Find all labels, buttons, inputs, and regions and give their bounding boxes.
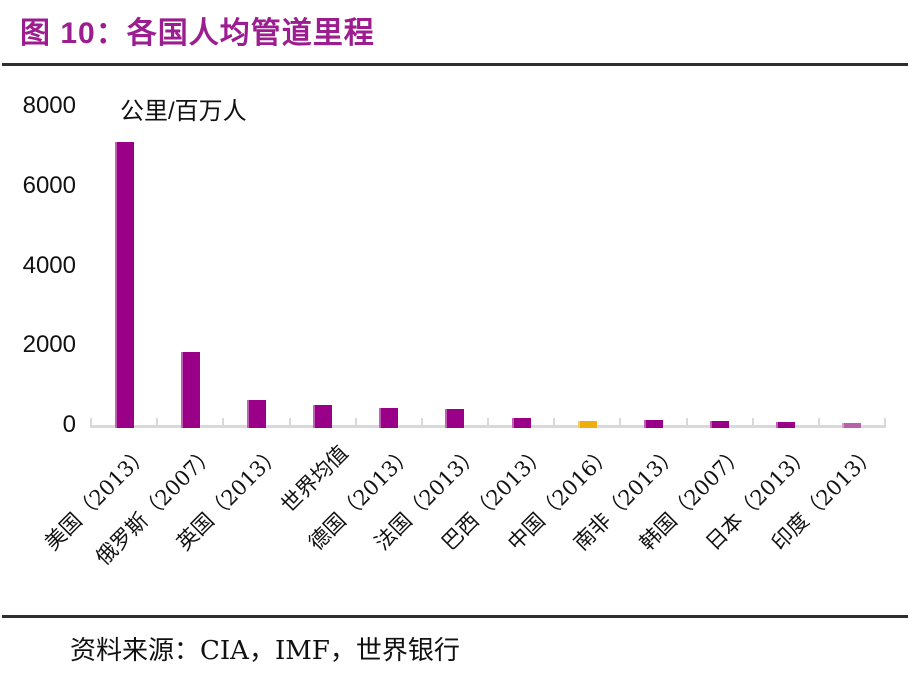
axis-tick [817,418,820,428]
y-axis-label: 8000 [22,92,76,119]
y-axis-label: 0 [62,411,76,438]
y-axis-label: 6000 [22,171,76,199]
axis-tick [619,418,622,428]
bar [180,352,200,428]
bar [577,421,597,428]
figure-title: 图 10：各国人均管道里程 [20,17,375,50]
axis-tick [288,418,291,428]
bar [842,423,862,428]
source-note: 资料来源：CIA，IMF，世界银行 [70,636,460,666]
unit-label: 公里/百万人 [120,98,247,125]
axis-tick [90,418,92,428]
bar [511,418,531,428]
axis-tick [354,418,357,428]
y-axis-label: 2000 [22,331,76,359]
axis-tick [751,418,754,428]
bar [379,408,399,428]
bar [643,420,663,428]
top-rule [2,63,908,66]
y-axis-label: 4000 [22,251,76,279]
axis-tick [156,418,159,428]
axis-tick [222,418,225,428]
axis-tick [884,418,886,428]
bottom-rule [2,615,908,618]
bar [114,142,134,428]
axis-tick [420,418,423,428]
bar [710,421,730,428]
bar [776,422,796,428]
axis-tick [685,418,688,428]
axis-tick [487,418,489,428]
bar [445,409,465,428]
bar [313,405,333,428]
axis-tick [553,418,556,428]
bar [246,400,266,428]
